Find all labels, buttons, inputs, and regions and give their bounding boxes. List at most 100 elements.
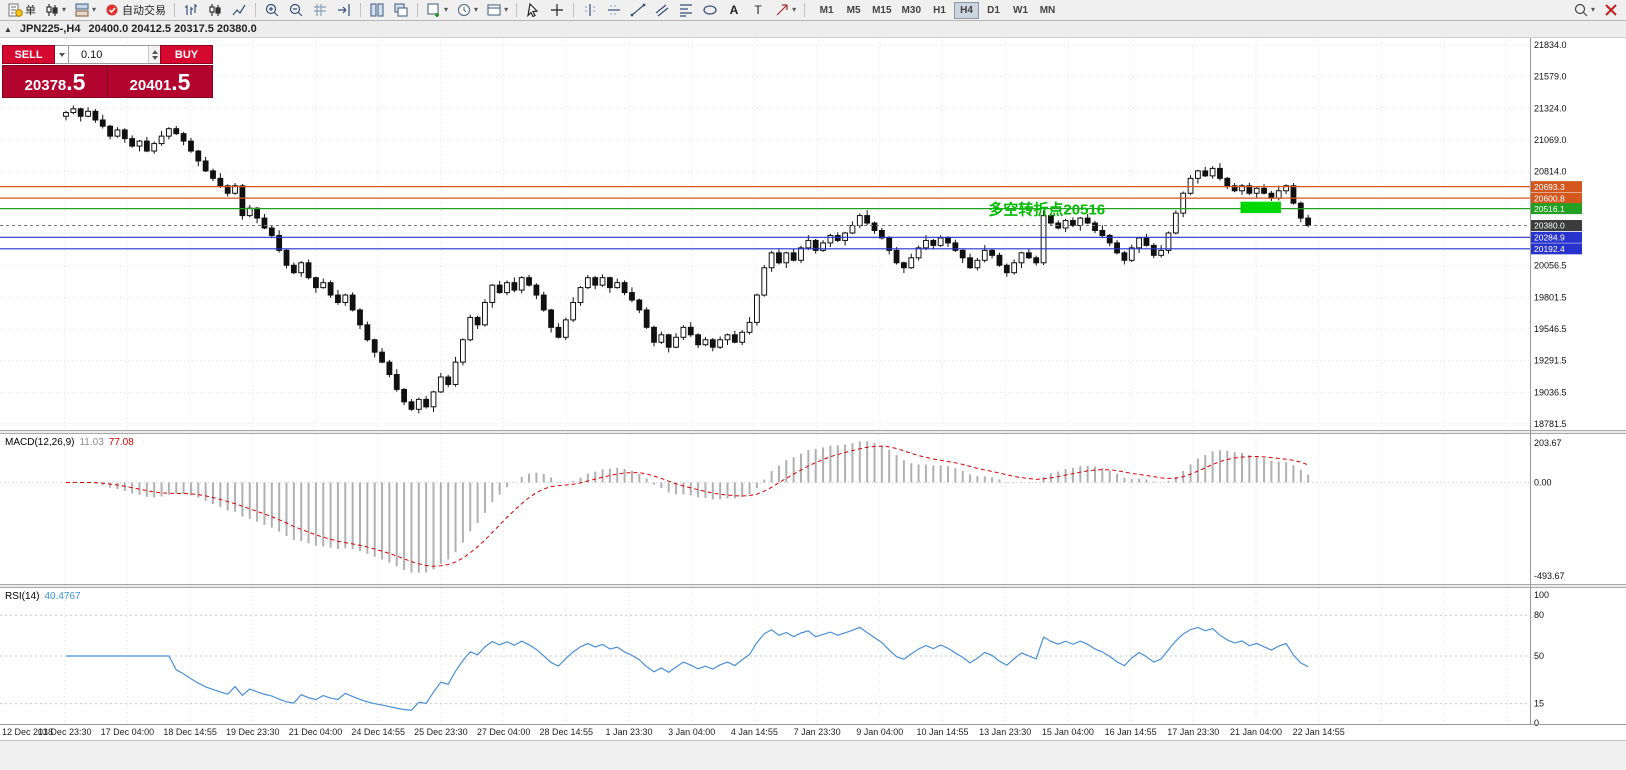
price-axis-label xyxy=(1530,192,1582,204)
fibonacci-tool-button[interactable] xyxy=(674,1,698,20)
collapse-chart-icon[interactable]: ▲ xyxy=(4,24,12,34)
new-chart-button[interactable]: ▾ xyxy=(422,1,452,20)
shapes-icon xyxy=(703,5,717,15)
price-axis-label xyxy=(1530,243,1582,255)
timeframe-mn-button[interactable]: MN xyxy=(1035,2,1060,19)
toolbar-separator xyxy=(417,3,419,17)
line-chart-mode-button[interactable] xyxy=(227,1,251,20)
chart-annotation-text[interactable]: 多空转折点20516 xyxy=(988,200,1105,218)
time-axis-label: 19 Dec 23:30 xyxy=(226,727,280,737)
zoom-out-button[interactable] xyxy=(284,1,308,20)
text-tool-button[interactable]: A xyxy=(722,1,746,20)
timeframe-m5-button[interactable]: M5 xyxy=(841,2,866,19)
time-axis[interactable]: 12 Dec 201813 Dec 23:30 17 Dec 04:00 18 De… xyxy=(2,727,1345,737)
bars-icon xyxy=(185,4,198,15)
template-dropdown-button[interactable]: ▾ xyxy=(482,1,512,20)
caret-down-icon: ▾ xyxy=(62,5,67,14)
time-axis-label: 21 Jan 04:00 xyxy=(1230,727,1282,737)
time-axis-label: 24 Dec 14:55 xyxy=(351,727,405,737)
timeframe-bar: M1 M5 M15 M30 H1 H4 D1 W1 MN xyxy=(813,1,1061,19)
zoom-in-button[interactable] xyxy=(260,1,284,20)
template-icon xyxy=(487,4,501,16)
panel-separator[interactable] xyxy=(0,430,1626,434)
panel-separator[interactable] xyxy=(0,584,1626,588)
price-axis-label-text: 20693.3 xyxy=(1534,182,1565,192)
timeframe-d1-button[interactable]: D1 xyxy=(981,2,1006,19)
time-axis-label: 22 Jan 14:55 xyxy=(1293,727,1345,737)
timeframe-m15-button[interactable]: M15 xyxy=(868,2,895,19)
candlestick-mode-button[interactable] xyxy=(203,1,227,20)
buy-price[interactable]: 20401.5 xyxy=(108,66,212,97)
trendline-tool-button[interactable] xyxy=(626,1,650,20)
label-tool-button[interactable]: T xyxy=(746,1,770,20)
sell-price[interactable]: 20378.5 xyxy=(3,66,108,97)
time-axis-label: 1 Jan 23:30 xyxy=(605,727,652,737)
macd-axis-tick: 203.67 xyxy=(1534,438,1562,448)
profiles-button[interactable]: ▾ xyxy=(70,1,100,20)
chart-annotation-rectangle[interactable] xyxy=(1240,201,1281,214)
zoom-out-icon xyxy=(289,3,303,17)
cascade-windows-button[interactable] xyxy=(389,1,413,20)
channel-tool-button[interactable] xyxy=(650,1,674,20)
tile-windows-button[interactable] xyxy=(365,1,389,20)
time-axis-label: 12 Dec 2018 xyxy=(2,727,53,737)
volume-decrease-button[interactable] xyxy=(151,55,158,60)
macd-indicator-label: MACD(12,26,9) 11.03 77.08 xyxy=(5,437,134,448)
timeframe-m1-button[interactable]: M1 xyxy=(814,2,839,19)
shapes-tool-button[interactable] xyxy=(698,1,722,20)
search-button[interactable]: ▾ xyxy=(1569,1,1599,20)
autotrading-button[interactable]: 自动交易 xyxy=(100,1,170,20)
time-axis-label: 9 Jan 04:00 xyxy=(856,727,903,737)
price-axis-label-text: 20380.0 xyxy=(1534,221,1565,231)
rsi-line xyxy=(66,626,1309,711)
chart-area[interactable]: 21834.0 21579.0 21324.0 21069.0 20814.0 20056… xyxy=(0,38,1626,740)
auto-scroll-button[interactable] xyxy=(308,1,332,20)
macd-name: MACD(12,26,9) xyxy=(5,437,75,448)
charts-dropdown-button[interactable]: ▾ xyxy=(40,1,70,20)
toolbar: 单 ▾ ▾ 自动交易 ▾ ▾ ▾ A T ▾ M1 M5 M15 M30 H1 H4 D1 W1 MN ▾ xyxy=(0,0,1626,21)
time-axis-zone[interactable] xyxy=(0,724,1626,740)
rsi-name: RSI(14) xyxy=(5,591,40,602)
macd-axis-tick: -493.67 xyxy=(1534,571,1565,581)
volume-options-button[interactable] xyxy=(55,45,69,64)
price-axis-label xyxy=(1530,203,1582,215)
macd-histogram xyxy=(72,441,1310,573)
chart-shift-button[interactable] xyxy=(332,1,356,20)
order-icon xyxy=(8,3,23,17)
sell-button[interactable]: SELL xyxy=(2,45,55,64)
one-click-trading-panel: SELL BUY 20378.5 20401.5 xyxy=(2,45,213,98)
macd-main-value: 11.03 xyxy=(79,437,104,448)
timeframe-h1-button[interactable]: H1 xyxy=(927,2,952,19)
price-axis-tick: 21579.0 xyxy=(1534,72,1567,82)
horizontal-line-tool-button[interactable] xyxy=(602,1,626,20)
toolbar-separator xyxy=(255,3,257,17)
price-axis-tick: 19036.5 xyxy=(1534,387,1567,397)
timeframe-h4-button[interactable]: H4 xyxy=(954,1,979,19)
caret-down-icon xyxy=(58,52,65,57)
price-axis[interactable] xyxy=(1530,38,1626,724)
toolbar-separator xyxy=(573,3,575,17)
price-axis-tick: 19801.5 xyxy=(1534,292,1567,302)
time-axis-label: 16 Jan 14:55 xyxy=(1105,727,1157,737)
time-axis-label: 17 Jan 23:30 xyxy=(1167,727,1219,737)
volume-increase-button[interactable] xyxy=(151,49,158,54)
buy-button[interactable]: BUY xyxy=(160,45,213,64)
arrows-tool-button[interactable]: ▾ xyxy=(770,1,800,20)
time-axis-label: 7 Jan 23:30 xyxy=(794,727,841,737)
timeframe-m30-button[interactable]: M30 xyxy=(898,2,925,19)
volume-spinner xyxy=(148,46,160,63)
price-axis-tick: 21069.0 xyxy=(1534,135,1567,145)
new-order-button[interactable]: 单 xyxy=(3,1,40,20)
volume-input[interactable] xyxy=(69,48,148,61)
timeframe-w1-button[interactable]: W1 xyxy=(1008,2,1033,19)
crosshair-icon xyxy=(551,4,564,16)
new-chart-icon xyxy=(427,3,440,17)
period-dropdown-button[interactable]: ▾ xyxy=(452,1,482,20)
cursor-tool-button[interactable] xyxy=(521,1,545,20)
crosshair-tool-button[interactable] xyxy=(545,1,569,20)
vertical-line-tool-button[interactable] xyxy=(578,1,602,20)
bar-chart-mode-button[interactable] xyxy=(179,1,203,20)
caret-down-icon: ▾ xyxy=(1590,5,1595,14)
vertical-line-icon xyxy=(585,4,596,16)
close-chart-button[interactable] xyxy=(1599,1,1623,20)
